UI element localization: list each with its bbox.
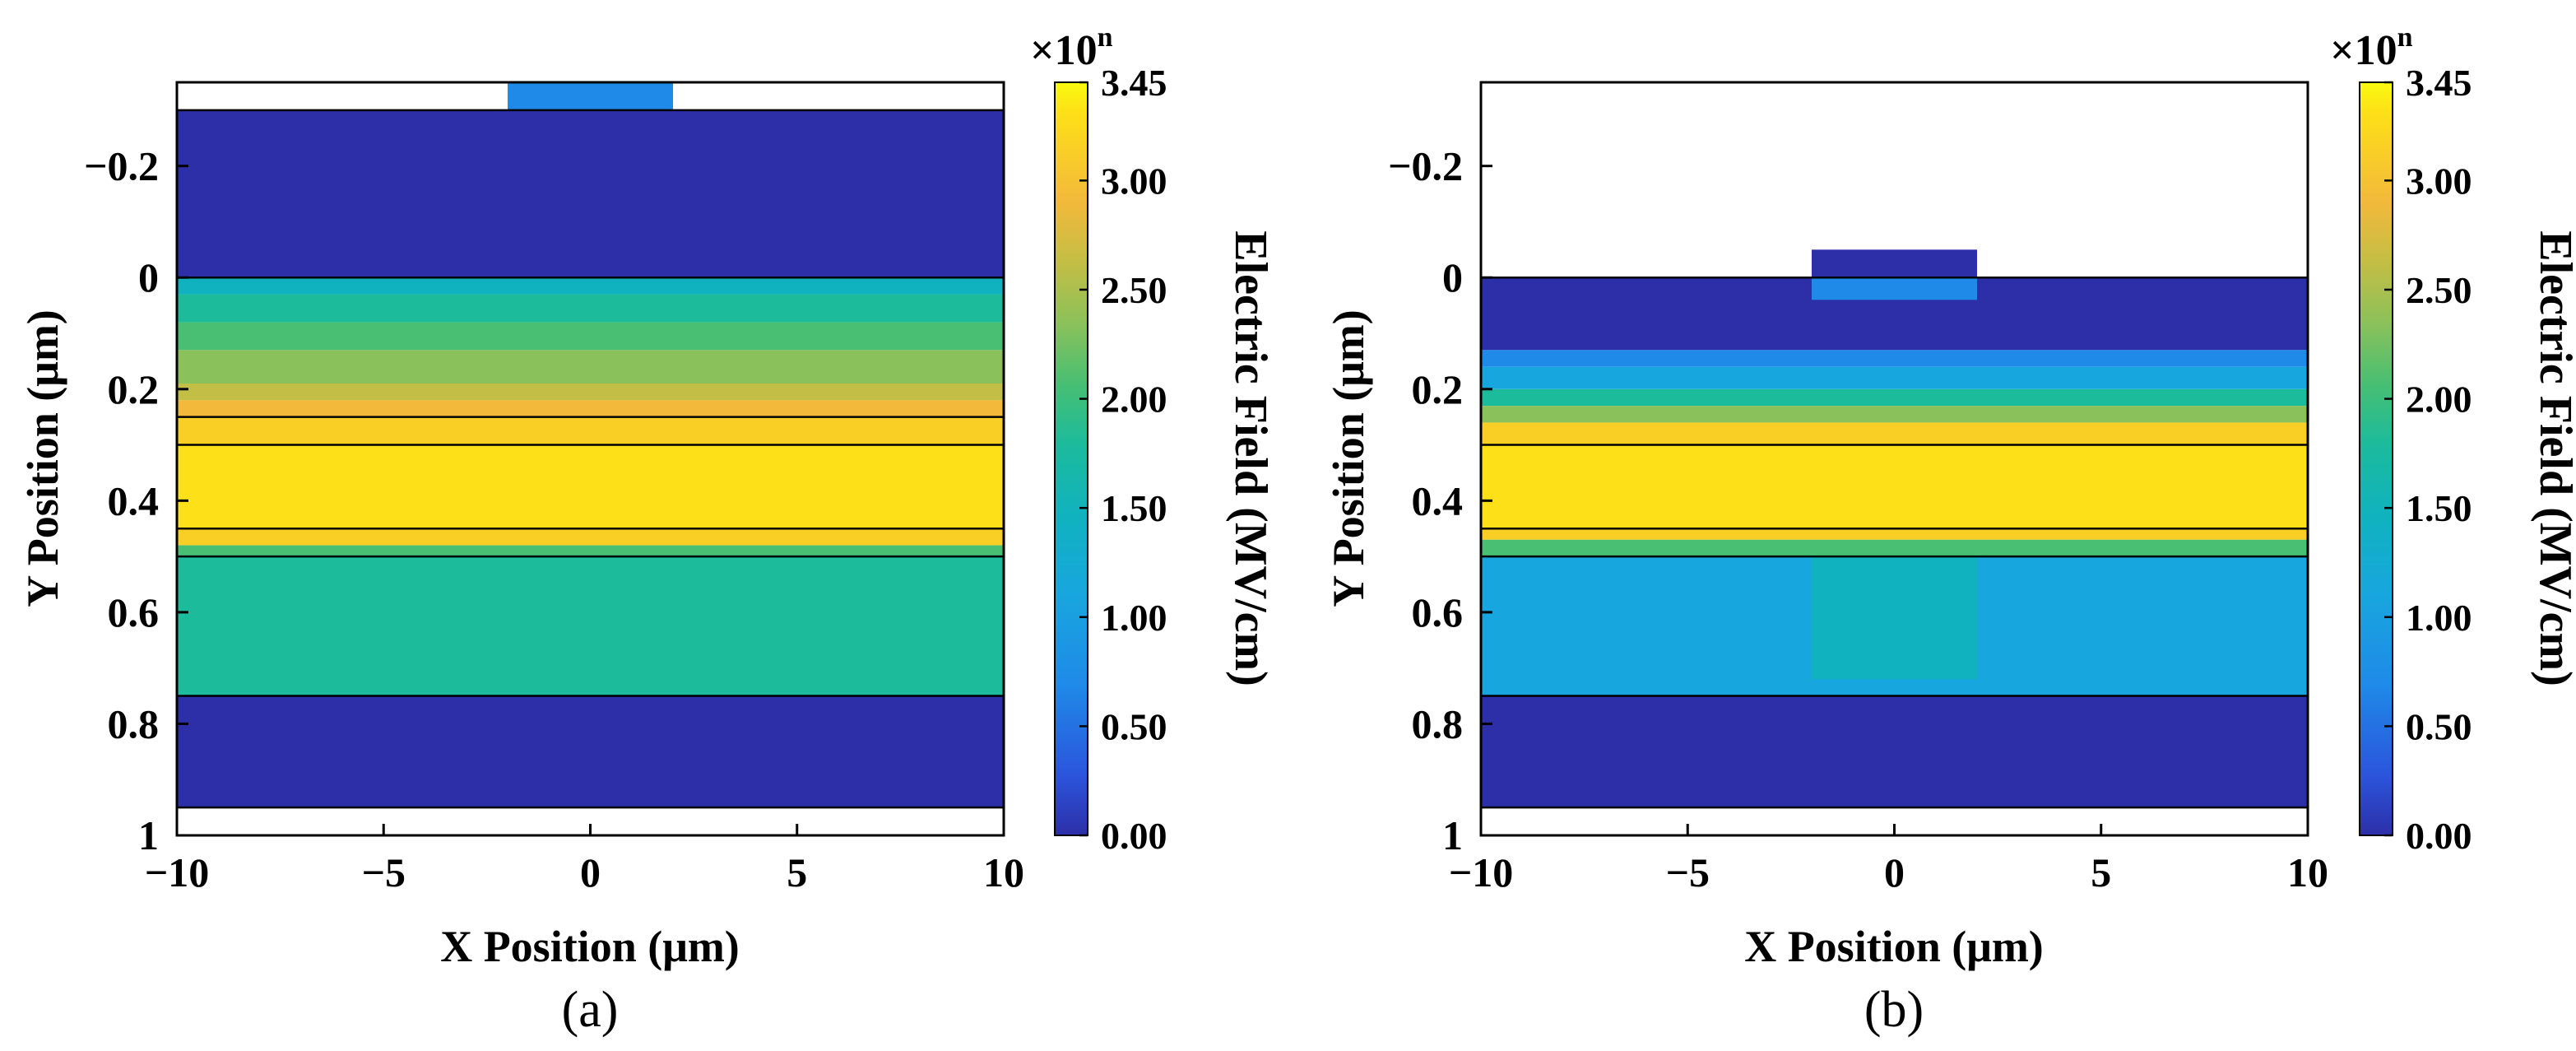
panel-a-region-7 bbox=[177, 416, 1004, 445]
panel-a-region-10 bbox=[177, 545, 1004, 557]
panel-b-regions bbox=[1481, 249, 2308, 808]
panel-a-xtick-label-4: 10 bbox=[983, 849, 1024, 895]
panel-b-ylabel: Y Position (μm) bbox=[1324, 309, 1373, 607]
panel-b-region-1 bbox=[1481, 350, 2308, 367]
panel-a-region-5 bbox=[177, 384, 1004, 401]
panel-b-xtick-label-3: 5 bbox=[2091, 849, 2111, 895]
panel-a-xtick-label-1: −5 bbox=[362, 849, 406, 895]
panel-b-xtick-label-2: 0 bbox=[1884, 849, 1905, 895]
panel-b-ytick-label-3: 0.4 bbox=[1412, 477, 1464, 523]
panel-b: −10 −5 0 5 10 −0.2 0 0.2 0.4 0.6 0.8 1 X Position (… bbox=[1324, 81, 2328, 1038]
panel-a-ytick-label-3: 0.4 bbox=[108, 477, 160, 523]
panel-a-ticks: −10 −5 0 5 10 −0.2 0 0.2 0.4 0.6 0.8 1 bbox=[84, 143, 1024, 895]
panel-a-xlabel: X Position (μm) bbox=[440, 922, 740, 971]
colorbar-a-gradient bbox=[1054, 81, 1088, 836]
colorbar-b-tick-label-5: 2.50 bbox=[2406, 269, 2472, 311]
colorbar-b-tick-label-7: 3.45 bbox=[2406, 62, 2472, 104]
colorbar-a-tick-label-0: 0.00 bbox=[1101, 815, 1167, 857]
panel-a-region-9 bbox=[177, 528, 1004, 546]
panel-a-ylabel: Y Position (μm) bbox=[18, 309, 67, 607]
panel-b-region-13 bbox=[1812, 277, 1977, 300]
colorbar-b-label: Electric Field (MV/cm) bbox=[2530, 230, 2576, 686]
colorbar-b-ticks: 0.00 0.50 1.00 1.50 2.00 2.50 3.00 3.45 bbox=[2384, 62, 2472, 857]
panel-a-region-12 bbox=[177, 695, 1004, 808]
panel-b-region-6 bbox=[1481, 444, 2308, 529]
panel-a-caption: (a) bbox=[562, 982, 619, 1038]
panel-b-ytick-label-6: 1 bbox=[1442, 812, 1463, 858]
panel-b-region-4 bbox=[1481, 406, 2308, 423]
panel-b-xtick-label-1: −5 bbox=[1666, 849, 1710, 895]
colorbar-b-tick-label-0: 0.00 bbox=[2406, 815, 2472, 857]
panel-a-ytick-label-4: 0.6 bbox=[108, 589, 160, 635]
panel-b-region-12 bbox=[1812, 249, 1977, 278]
panel-a-ytick-label-5: 0.8 bbox=[108, 700, 160, 746]
panel-b-ytick-label-4: 0.6 bbox=[1412, 589, 1464, 635]
panel-a-xtick-label-2: 0 bbox=[580, 849, 601, 895]
panel-b-region-5 bbox=[1481, 422, 2308, 445]
panel-a-ytick-label-1: 0 bbox=[138, 254, 159, 300]
colorbar-b-tick-label-3: 1.50 bbox=[2406, 487, 2472, 529]
panel-a-xtick-label-3: 5 bbox=[787, 849, 807, 895]
colorbar-a-tick-label-3: 1.50 bbox=[1101, 487, 1167, 529]
colorbar-a-ticks: 0.00 0.50 1.00 1.50 2.00 2.50 3.00 3.45 bbox=[1079, 62, 1167, 857]
colorbar-a-multiplier: ×10n bbox=[1030, 22, 1113, 74]
panel-a-region-2 bbox=[177, 294, 1004, 323]
panel-a-regions bbox=[177, 82, 1004, 808]
colorbar-b-tick-label-2: 1.00 bbox=[2406, 597, 2472, 639]
colorbar-a-tick-label-5: 2.50 bbox=[1101, 269, 1167, 311]
colorbar-a-tick-label-6: 3.00 bbox=[1101, 160, 1167, 202]
panel-b-ytick-label-5: 0.8 bbox=[1412, 700, 1464, 746]
panel-a-region-1 bbox=[177, 277, 1004, 295]
panel-a-ytick-label-2: 0.2 bbox=[108, 366, 160, 412]
colorbar-b-tick-label-4: 2.00 bbox=[2406, 379, 2472, 421]
panel-a-region-0 bbox=[177, 109, 1004, 278]
panel-b-region-10 bbox=[1812, 556, 1977, 680]
panel-b-ytick-label-1: 0 bbox=[1442, 254, 1463, 300]
colorbar-a-tick-label-7: 3.45 bbox=[1101, 62, 1167, 104]
panel-a-region-11 bbox=[177, 556, 1004, 696]
panel-a: −10 −5 0 5 10 −0.2 0 0.2 0.4 0.6 0.8 1 X Position (… bbox=[18, 81, 1024, 1038]
colorbar-a-tick-label-4: 2.00 bbox=[1101, 379, 1167, 421]
panel-b-xtick-label-0: −10 bbox=[1449, 849, 1514, 895]
panel-b-caption: (b) bbox=[1864, 982, 1924, 1038]
colorbar-a-label: Electric Field (MV/cm) bbox=[1225, 230, 1276, 686]
panel-a-region-4 bbox=[177, 350, 1004, 384]
panel-a-xtick-label-0: −10 bbox=[145, 849, 210, 895]
panel-a-region-8 bbox=[177, 444, 1004, 529]
panel-a-ytick-label-6: 1 bbox=[138, 812, 159, 858]
colorbar-b-tick-label-1: 0.50 bbox=[2406, 705, 2472, 747]
colorbar-a-tick-label-1: 0.50 bbox=[1101, 705, 1167, 747]
panel-b-region-7 bbox=[1481, 528, 2308, 540]
panel-b-region-3 bbox=[1481, 388, 2308, 407]
colorbar-a-tick-label-2: 1.00 bbox=[1101, 597, 1167, 639]
colorbar-b-gradient bbox=[2359, 81, 2393, 836]
colorbar-b: 0.00 0.50 1.00 1.50 2.00 2.50 3.00 3.45 ×10n El… bbox=[2330, 22, 2576, 857]
panel-b-region-11 bbox=[1481, 695, 2308, 808]
panel-a-boundaries bbox=[177, 109, 1004, 809]
panel-b-ytick-label-2: 0.2 bbox=[1412, 366, 1464, 412]
panel-b-xtick-label-4: 10 bbox=[2287, 849, 2328, 895]
colorbar-b-multiplier: ×10n bbox=[2330, 22, 2413, 74]
panel-a-region-3 bbox=[177, 322, 1004, 351]
panel-b-region-2 bbox=[1481, 366, 2308, 389]
panel-b-ticks: −10 −5 0 5 10 −0.2 0 0.2 0.4 0.6 0.8 1 bbox=[1388, 143, 2328, 895]
panel-a-ytick-label-0: −0.2 bbox=[84, 143, 159, 189]
panel-b-xlabel: X Position (μm) bbox=[1744, 922, 2044, 971]
panel-b-region-8 bbox=[1481, 539, 2308, 557]
panel-a-region-13 bbox=[508, 82, 673, 110]
colorbar-b-tick-label-6: 3.00 bbox=[2406, 160, 2472, 202]
panel-b-boundaries bbox=[1481, 276, 2308, 809]
panel-a-region-6 bbox=[177, 400, 1004, 417]
colorbar-a: 0.00 0.50 1.00 1.50 2.00 2.50 3.00 3.45 ×10n El… bbox=[1030, 22, 1276, 857]
panel-b-ytick-label-0: −0.2 bbox=[1388, 143, 1463, 189]
